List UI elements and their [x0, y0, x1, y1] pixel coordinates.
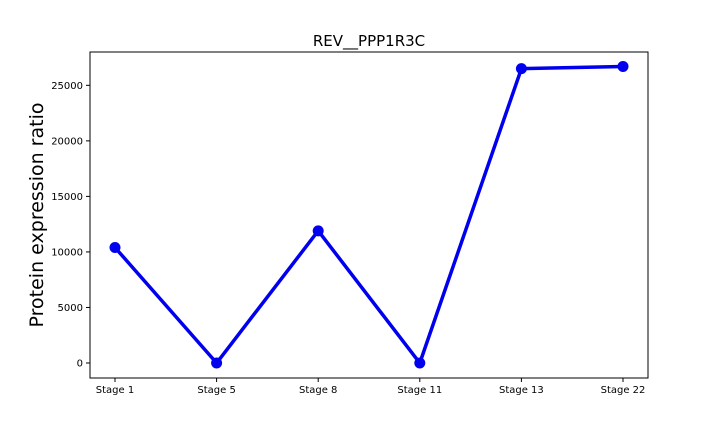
data-point: [312, 225, 324, 237]
x-tick-label: Stage 13: [499, 385, 544, 396]
x-axis: Stage 1 Stage 5 Stage 8 Stage 11 Stage 13 Sta…: [96, 378, 646, 396]
y-tick-label: 15000: [51, 192, 83, 203]
data-point: [414, 357, 426, 369]
y-tick-label: 20000: [51, 136, 83, 147]
data-point: [515, 63, 527, 75]
x-tick-label: Stage 8: [299, 385, 337, 396]
y-tick-label: 5000: [58, 303, 83, 314]
y-tick-label: 10000: [51, 247, 83, 258]
y-tick-label: 0: [77, 359, 83, 370]
y-axis: 0 5000 10000 15000 20000 25000: [51, 81, 90, 370]
series-line: [113, 64, 625, 365]
y-axis-label: Protein expression ratio: [26, 103, 48, 328]
data-point: [617, 60, 629, 72]
plot-area: [89, 51, 649, 379]
chart-title: REV__PPP1R3C: [313, 32, 425, 51]
x-tick-label: Stage 5: [197, 385, 235, 396]
x-tick-label: Stage 1: [96, 385, 134, 396]
data-point: [211, 357, 223, 369]
x-tick-label: Stage 11: [397, 385, 442, 396]
x-tick-label: Stage 22: [601, 385, 646, 396]
y-tick-label: 25000: [51, 81, 83, 92]
series-layer: [109, 60, 629, 369]
data-point: [109, 241, 121, 253]
